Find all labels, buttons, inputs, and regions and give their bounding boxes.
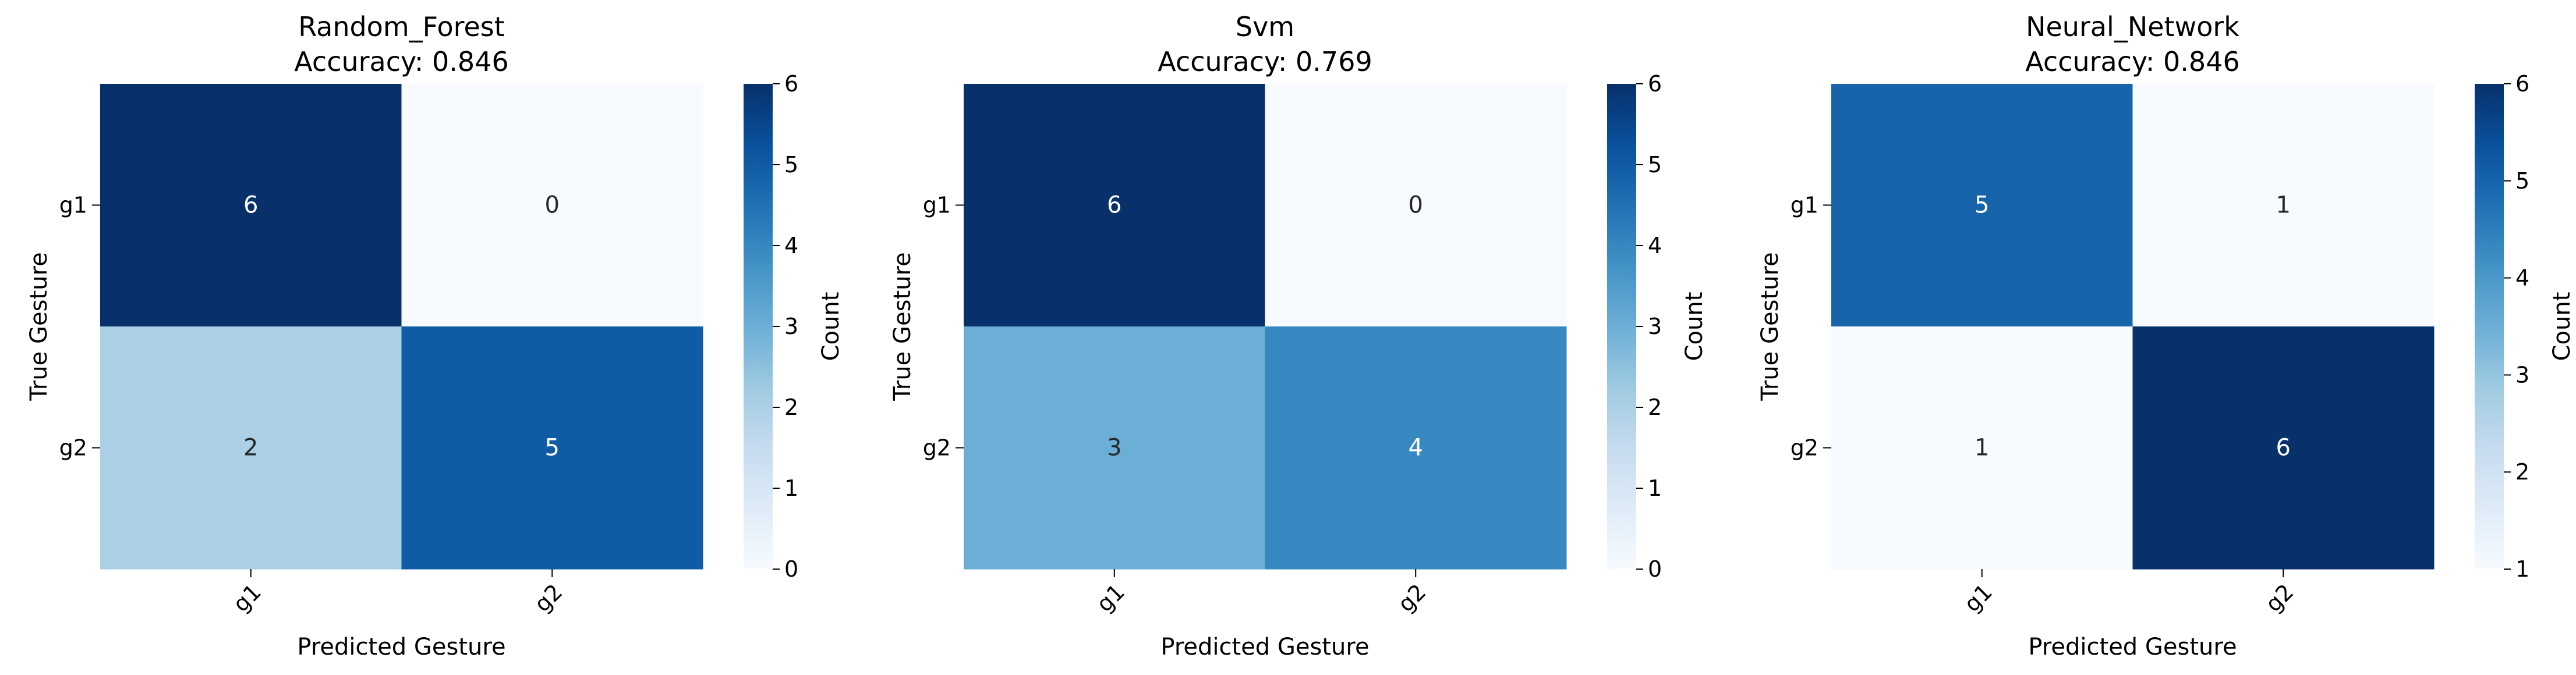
cell-value-label: 3	[1107, 435, 1121, 461]
y-tick-label: g2	[1791, 435, 1818, 461]
cell-value-label: 4	[1409, 435, 1423, 461]
colorbar-tick-label: 6	[1648, 71, 1662, 97]
cell-value-label: 6	[243, 192, 258, 219]
colorbar-tick-label: 3	[784, 314, 798, 339]
colorbar-tick-label: 1	[784, 475, 798, 501]
heatmap-cell-g1-g1	[1831, 84, 2133, 327]
x-tick-label: g2	[1393, 579, 1431, 617]
y-tick-label: g1	[1791, 193, 1818, 218]
colorbar	[744, 84, 773, 569]
colorbar	[1607, 84, 1636, 569]
colorbar-label: Count	[818, 292, 844, 361]
colorbar-tick-label: 5	[1648, 152, 1662, 177]
colorbar-tick-label: 5	[784, 152, 798, 177]
y-tick-label: g1	[59, 193, 87, 218]
colorbar-tick-label: 3	[2515, 362, 2529, 388]
heatmap-cell-g2-g1	[1831, 326, 2133, 570]
colorbar-tick-label: 6	[784, 71, 798, 97]
chart-title: Svm	[1236, 11, 1294, 42]
colorbar-tick-label: 6	[2515, 71, 2529, 97]
cell-value-label: 5	[545, 435, 560, 461]
colorbar-label: Count	[1681, 292, 1708, 361]
heatmap-cell-g2-g1	[964, 326, 1265, 570]
chart-title: Neural_Network	[2026, 11, 2239, 42]
x-tick-label: g2	[529, 579, 567, 617]
cell-value-label: 5	[1975, 192, 1989, 219]
colorbar-tick-label: 2	[784, 395, 798, 420]
y-tick-label: g2	[923, 435, 951, 461]
colorbar-tick-label: 4	[1648, 233, 1662, 258]
y-tick-label: g2	[59, 435, 87, 461]
x-axis-label: Predicted Gesture	[1160, 634, 1369, 660]
chart-subtitle: Accuracy: 0.846	[294, 46, 508, 77]
colorbar-tick-label: 2	[1648, 395, 1662, 420]
cell-value-label: 1	[1975, 435, 1989, 461]
chart-title: Random_Forest	[298, 11, 505, 42]
colorbar-tick-label: 4	[2515, 265, 2529, 291]
heatmap-cell-g1-g1	[100, 84, 402, 327]
colorbar-tick-label: 5	[2515, 168, 2529, 194]
x-tick-label: g1	[1092, 579, 1130, 617]
colorbar-tick-label: 4	[784, 233, 798, 258]
chart-subtitle: Accuracy: 0.846	[2025, 46, 2239, 77]
heatmap-cell-g2-g2	[1265, 326, 1567, 570]
cell-value-label: 6	[1107, 192, 1121, 219]
cell-value-label: 2	[243, 435, 258, 461]
cell-value-label: 1	[2276, 192, 2291, 219]
y-axis-label: True Gesture	[26, 252, 52, 401]
chart-subtitle: Accuracy: 0.769	[1158, 46, 1372, 77]
x-tick-label: g2	[2260, 579, 2298, 617]
cell-value-label: 6	[2276, 435, 2291, 461]
heatmap-panel-2: 6 0 3 4 Svm Accuracy: 0.769 g1 g2 g1 g2 Predicted …	[889, 11, 1708, 660]
heatmap-cell-g2-g1	[100, 326, 402, 570]
heatmap-cell-g1-g2	[2132, 84, 2435, 327]
y-axis-label: True Gesture	[1757, 252, 1784, 401]
colorbar-tick-label: 0	[1648, 556, 1662, 582]
heatmap-cell-g2-g2	[2132, 326, 2435, 570]
x-axis-label: Predicted Gesture	[297, 634, 505, 660]
x-tick-label: g1	[228, 579, 266, 617]
colorbar-label: Count	[2549, 292, 2575, 361]
cell-value-label: 0	[545, 192, 560, 219]
y-tick-label: g1	[923, 193, 951, 218]
heatmap-cell-g1-g2	[401, 84, 703, 327]
colorbar-tick-label: 1	[2515, 556, 2529, 582]
colorbar	[2475, 84, 2504, 569]
colorbar-tick-label: 1	[1648, 475, 1662, 501]
cell-value-label: 0	[1409, 192, 1423, 219]
heatmap-panel-3: 5 1 1 6 Neural_Network Accuracy: 0.846 g1 g2 g1 g…	[1757, 11, 2575, 660]
x-tick-label: g1	[1959, 579, 1997, 617]
heatmap-panel-1: 6 0 2 5 Random_Forest Accuracy: 0.846 g1 g2 g1 g2…	[26, 11, 844, 660]
colorbar-tick-label: 3	[1648, 314, 1662, 339]
heatmap-cell-g2-g2	[401, 326, 703, 570]
colorbar-tick-label: 0	[784, 556, 798, 582]
heatmap-cell-g1-g2	[1265, 84, 1567, 327]
heatmap-cell-g1-g1	[964, 84, 1265, 327]
y-axis-label: True Gesture	[889, 252, 916, 401]
colorbar-tick-label: 2	[2515, 459, 2529, 485]
x-axis-label: Predicted Gesture	[2028, 634, 2237, 660]
